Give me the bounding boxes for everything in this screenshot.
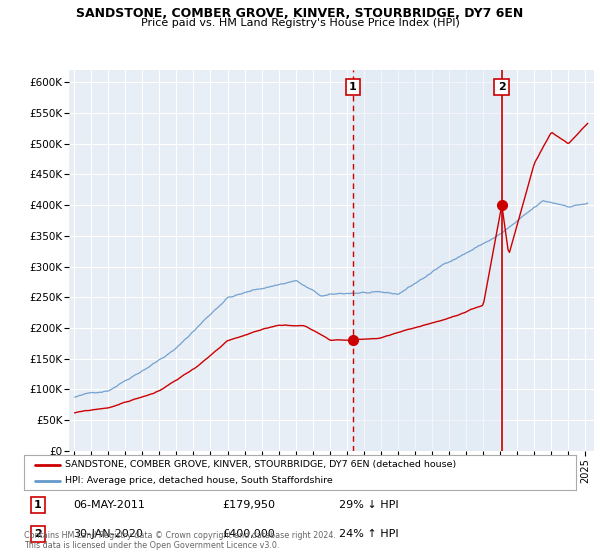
Text: Contains HM Land Registry data © Crown copyright and database right 2024.
This d: Contains HM Land Registry data © Crown c… xyxy=(24,530,336,550)
Text: 24% ↑ HPI: 24% ↑ HPI xyxy=(338,529,398,539)
Text: SANDSTONE, COMBER GROVE, KINVER, STOURBRIDGE, DY7 6EN (detached house): SANDSTONE, COMBER GROVE, KINVER, STOURBR… xyxy=(65,460,457,469)
Text: Price paid vs. HM Land Registry's House Price Index (HPI): Price paid vs. HM Land Registry's House … xyxy=(140,18,460,28)
Text: SANDSTONE, COMBER GROVE, KINVER, STOURBRIDGE, DY7 6EN: SANDSTONE, COMBER GROVE, KINVER, STOURBR… xyxy=(76,7,524,20)
Text: 1: 1 xyxy=(349,82,356,92)
Text: 1: 1 xyxy=(34,500,41,510)
Text: £179,950: £179,950 xyxy=(223,500,276,510)
Text: 06-MAY-2011: 06-MAY-2011 xyxy=(74,500,146,510)
Text: 2: 2 xyxy=(34,529,41,539)
Text: £400,000: £400,000 xyxy=(223,529,275,539)
Text: 30-JAN-2020: 30-JAN-2020 xyxy=(74,529,143,539)
Text: 2: 2 xyxy=(498,82,505,92)
Bar xyxy=(353,70,502,451)
Text: 29% ↓ HPI: 29% ↓ HPI xyxy=(338,500,398,510)
Text: HPI: Average price, detached house, South Staffordshire: HPI: Average price, detached house, Sout… xyxy=(65,476,333,485)
